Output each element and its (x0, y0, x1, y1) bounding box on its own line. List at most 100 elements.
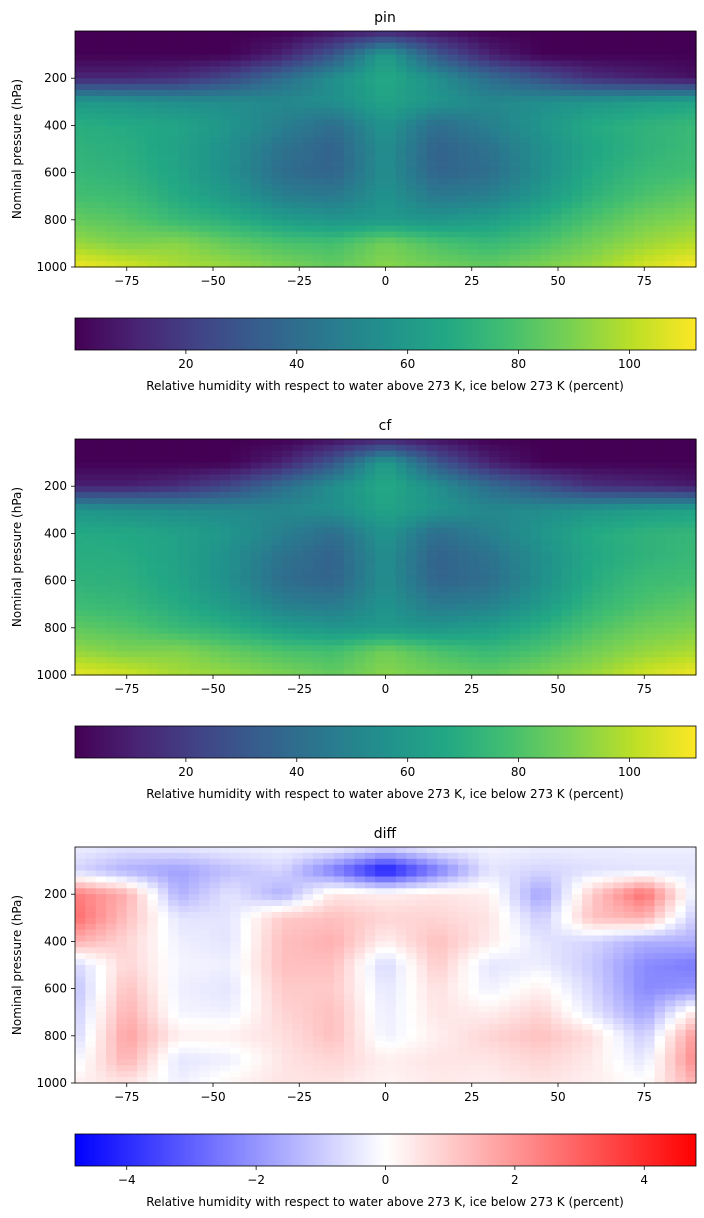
heatmap-cell (168, 107, 180, 115)
heatmap-cell (292, 545, 304, 552)
heatmap-cell (75, 48, 86, 56)
heatmap-cell (447, 539, 459, 546)
heatmap-cell (395, 551, 407, 558)
heatmap-cell (395, 509, 407, 517)
heatmap-cell (499, 149, 511, 156)
heatmap-cell (602, 78, 614, 85)
heatmap-cell (509, 574, 521, 582)
heatmap-cell (468, 84, 480, 91)
heatmap-cell (240, 225, 252, 233)
heatmap-cell (85, 225, 97, 233)
heatmap-cell (551, 48, 563, 56)
heatmap-cell (292, 184, 304, 191)
heatmap-cell (199, 54, 211, 62)
heatmap-cell (126, 527, 138, 534)
heatmap-cell (685, 486, 697, 493)
heatmap-cell (551, 66, 563, 73)
heatmap-cell (685, 604, 697, 611)
heatmap-cell (633, 107, 645, 115)
heatmap-cell (282, 261, 293, 268)
heatmap-cell (178, 568, 190, 576)
heatmap-cell (468, 663, 480, 670)
heatmap-cell (199, 557, 211, 564)
heatmap-cell (447, 486, 459, 493)
heatmap-cell (292, 468, 304, 475)
heatmap-cell (333, 468, 345, 475)
heatmap-cell (613, 208, 625, 215)
heatmap-cell (540, 515, 552, 523)
heatmap-cell (168, 474, 180, 481)
heatmap-cell (95, 604, 107, 611)
heatmap-cell (395, 657, 407, 664)
heatmap-cell (178, 527, 190, 534)
heatmap-cell (323, 462, 335, 470)
heatmap-cell (209, 527, 221, 534)
heatmap-cell (385, 663, 397, 670)
heatmap-cell (230, 503, 242, 511)
heatmap-cell (282, 42, 293, 50)
heatmap-cell (426, 604, 438, 611)
heatmap-cell (468, 42, 480, 50)
heatmap-cell (323, 639, 335, 647)
heatmap-cell (240, 527, 252, 534)
heatmap-cell (613, 444, 625, 452)
heatmap-cell (509, 66, 521, 73)
heatmap-cell (333, 125, 345, 132)
heatmap-cell (126, 137, 138, 144)
heatmap-cell (468, 474, 480, 481)
heatmap-cell (344, 202, 356, 209)
heatmap-cell (313, 574, 324, 582)
heatmap-cell (416, 48, 428, 56)
heatmap-cell (323, 154, 335, 162)
heatmap-cell (437, 462, 449, 470)
heatmap-cell (499, 219, 511, 227)
heatmap-cell (168, 604, 180, 611)
heatmap-cell (106, 249, 117, 256)
heatmap-cell (489, 101, 500, 109)
heatmap-cell (499, 243, 511, 250)
heatmap-cell (219, 243, 231, 250)
heatmap-cell (426, 498, 438, 505)
heatmap-cell (654, 131, 666, 138)
heatmap-cell (199, 847, 211, 854)
heatmap-cell (530, 255, 542, 262)
heatmap-cell (613, 36, 625, 44)
heatmap-cell (675, 527, 687, 534)
heatmap-cell (447, 90, 459, 97)
heatmap-cell (188, 66, 200, 73)
heatmap-cell (95, 663, 107, 670)
heatmap-cell (292, 633, 304, 641)
heatmap-cell (447, 149, 459, 156)
heatmap-cell (250, 107, 262, 115)
heatmap-cell (157, 255, 169, 262)
heatmap-cell (489, 474, 500, 481)
heatmap-cell (633, 172, 645, 180)
heatmap-cell (230, 645, 242, 652)
heatmap-cell (116, 663, 128, 670)
heatmap-cell (313, 42, 324, 50)
heatmap-cell (292, 196, 304, 203)
heatmap-cell (468, 119, 480, 126)
heatmap-cell (75, 101, 86, 109)
heatmap-cell (188, 509, 200, 517)
heatmap-cell (209, 621, 221, 629)
heatmap-cell (592, 562, 604, 570)
heatmap-cell (602, 54, 614, 62)
heatmap-cell (685, 95, 697, 103)
heatmap-cell (385, 527, 397, 534)
heatmap-cell (333, 509, 345, 517)
heatmap-cell (209, 125, 221, 132)
heatmap-cell (302, 48, 314, 56)
heatmap-cell (551, 574, 563, 582)
heatmap-cell (209, 42, 221, 50)
heatmap-cell (209, 237, 221, 244)
heatmap-cell (147, 474, 159, 481)
heatmap-cell (219, 36, 231, 44)
heatmap-cell (168, 480, 180, 487)
heatmap-cell (602, 669, 614, 676)
heatmap-cell (675, 645, 687, 652)
heatmap-cell (209, 645, 221, 652)
heatmap-cell (478, 480, 490, 487)
heatmap-cell (509, 90, 521, 97)
heatmap-cell (230, 54, 242, 62)
